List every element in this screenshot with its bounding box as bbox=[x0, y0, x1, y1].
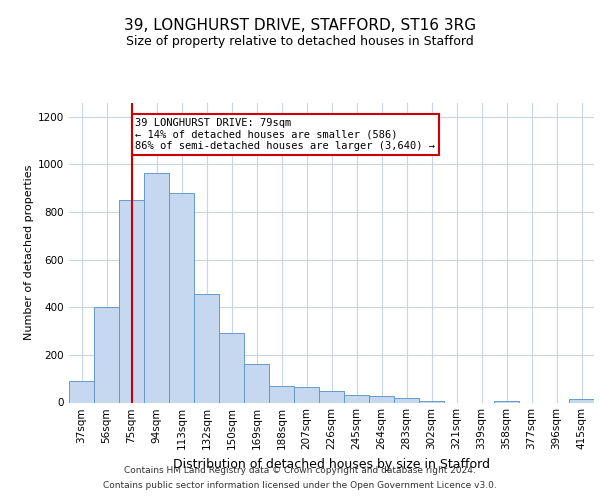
Bar bbox=[344, 395, 369, 402]
Bar bbox=[369, 396, 394, 402]
Text: 39 LONGHURST DRIVE: 79sqm
← 14% of detached houses are smaller (586)
86% of semi: 39 LONGHURST DRIVE: 79sqm ← 14% of detac… bbox=[135, 118, 435, 151]
Bar bbox=[244, 364, 269, 403]
Y-axis label: Number of detached properties: Number of detached properties bbox=[24, 165, 34, 340]
X-axis label: Distribution of detached houses by size in Stafford: Distribution of detached houses by size … bbox=[173, 458, 490, 471]
Bar bbox=[494, 401, 519, 402]
Bar bbox=[94, 308, 119, 402]
Bar bbox=[569, 399, 594, 402]
Bar bbox=[144, 172, 169, 402]
Bar bbox=[394, 398, 419, 402]
Text: 39, LONGHURST DRIVE, STAFFORD, ST16 3RG: 39, LONGHURST DRIVE, STAFFORD, ST16 3RG bbox=[124, 18, 476, 32]
Text: Contains public sector information licensed under the Open Government Licence v3: Contains public sector information licen… bbox=[103, 481, 497, 490]
Bar bbox=[69, 381, 94, 402]
Bar bbox=[419, 401, 444, 402]
Bar bbox=[219, 334, 244, 402]
Bar bbox=[119, 200, 144, 402]
Bar bbox=[294, 387, 319, 402]
Bar bbox=[269, 386, 294, 402]
Bar bbox=[169, 193, 194, 402]
Bar bbox=[319, 390, 344, 402]
Text: Size of property relative to detached houses in Stafford: Size of property relative to detached ho… bbox=[126, 35, 474, 48]
Text: Contains HM Land Registry data © Crown copyright and database right 2024.: Contains HM Land Registry data © Crown c… bbox=[124, 466, 476, 475]
Bar bbox=[194, 294, 219, 403]
